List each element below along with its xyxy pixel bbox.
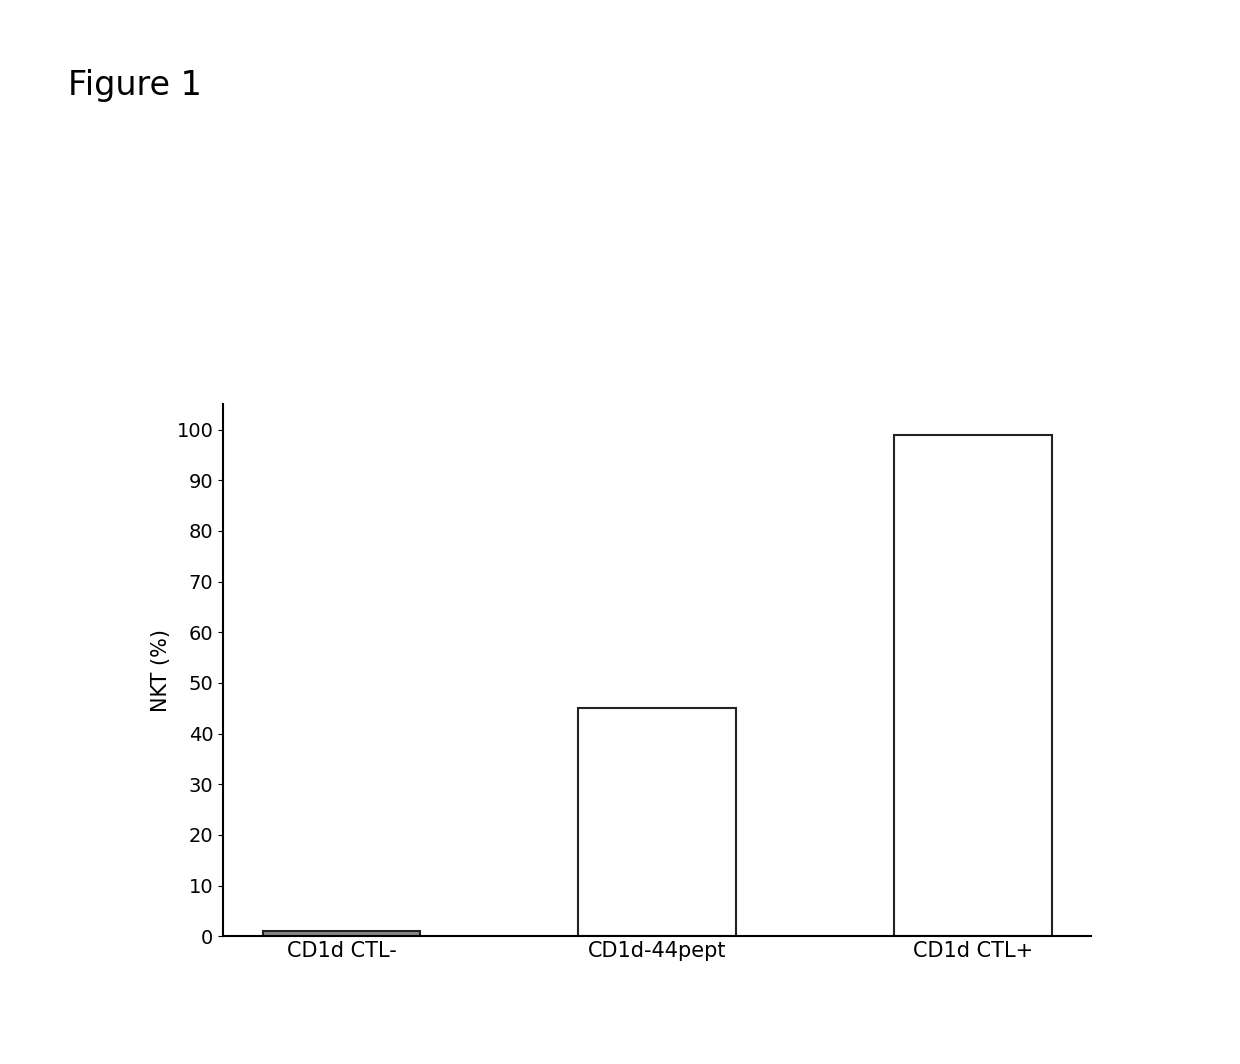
Text: Figure 1: Figure 1 — [68, 69, 202, 102]
Bar — [578, 709, 737, 936]
Bar — [894, 435, 1052, 936]
Bar — [263, 931, 420, 936]
Y-axis label: NKT (%): NKT (%) — [151, 629, 171, 712]
